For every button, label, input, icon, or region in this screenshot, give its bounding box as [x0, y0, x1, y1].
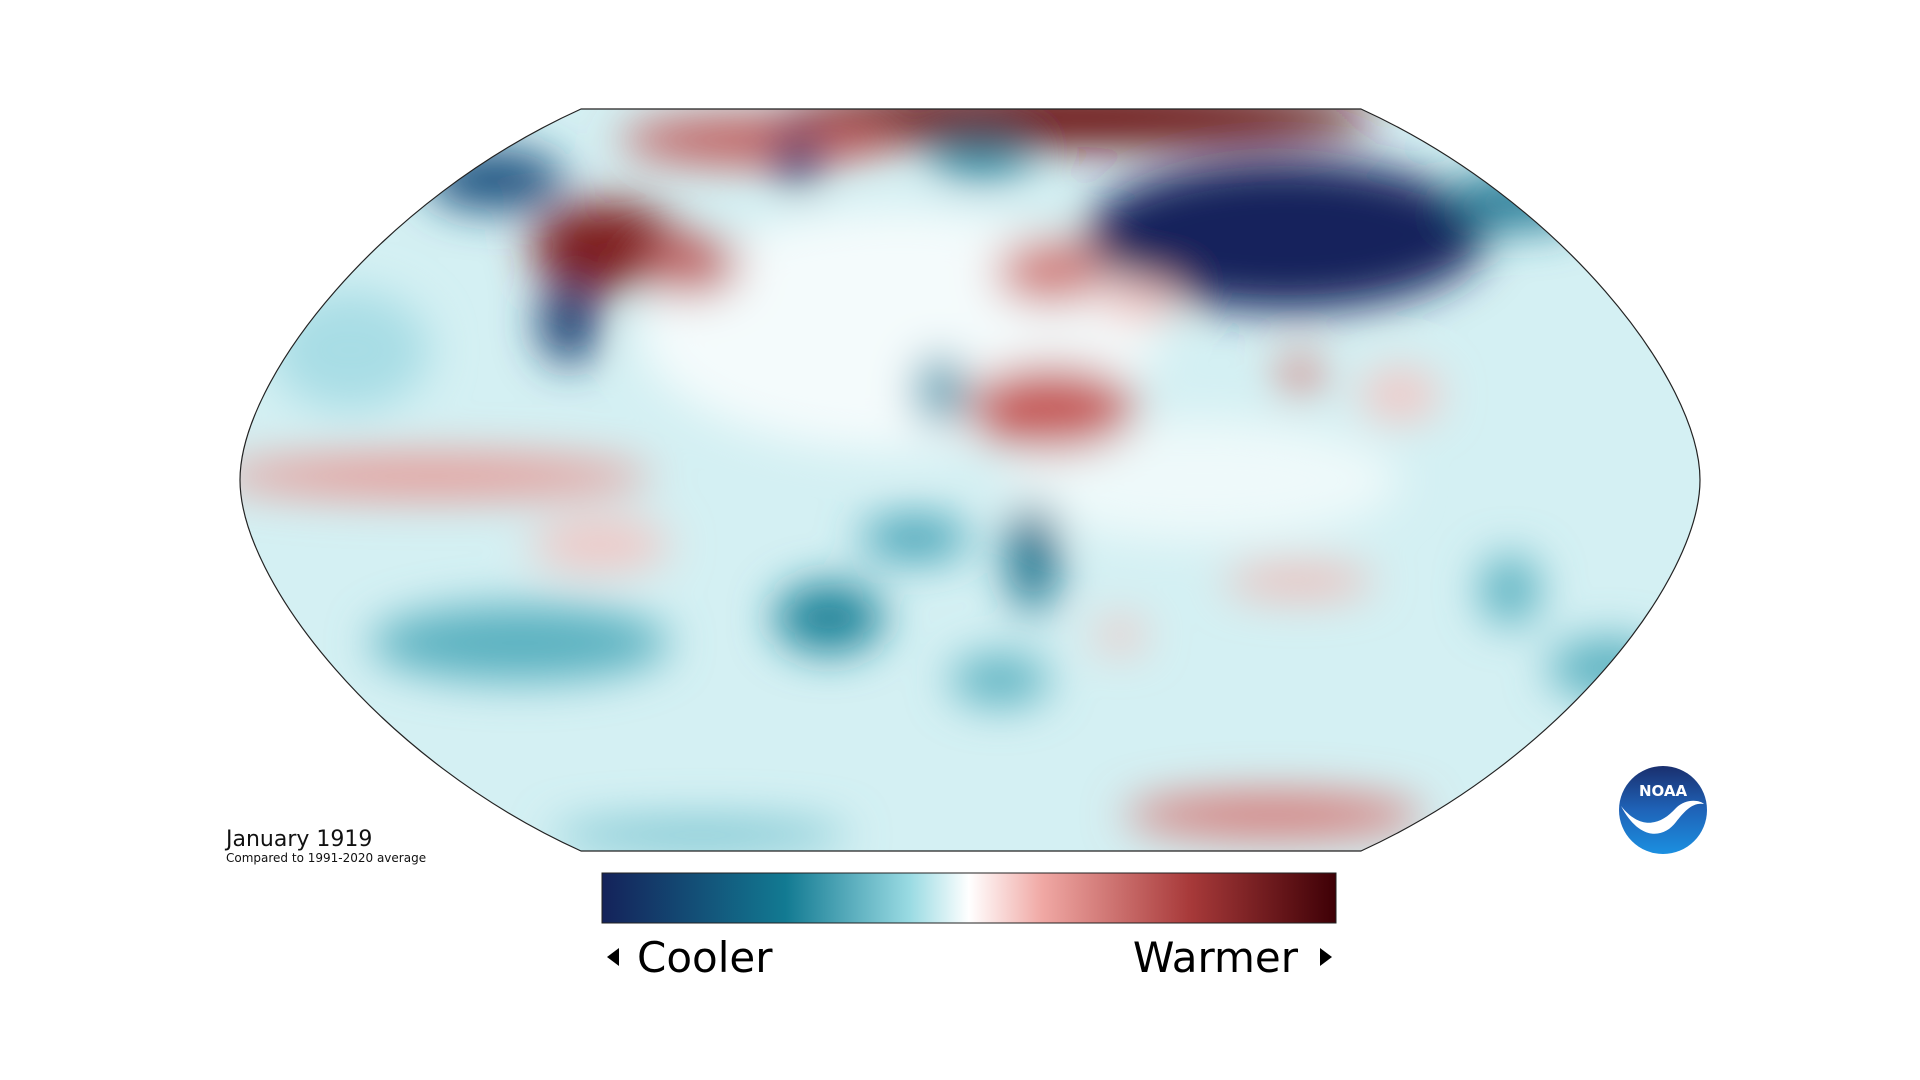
anomaly-fields — [240, 109, 1668, 850]
noaa-logo: NOAA — [1619, 766, 1707, 854]
legend-high: Warmer — [1133, 933, 1299, 982]
arrow-left — [607, 948, 619, 966]
map-title: January 1919 — [224, 827, 372, 852]
map-outline — [239, 108, 1701, 852]
color-scale — [601, 872, 1337, 924]
arrow-right — [1320, 948, 1332, 966]
logo-circle — [1619, 766, 1707, 854]
anomaly-map — [240, 109, 1700, 851]
legend-low: Cooler — [637, 933, 773, 982]
logo-bird — [1621, 800, 1704, 834]
map-subtitle: Compared to 1991-2020 average — [226, 851, 426, 865]
logo-text: NOAA — [1639, 782, 1688, 800]
